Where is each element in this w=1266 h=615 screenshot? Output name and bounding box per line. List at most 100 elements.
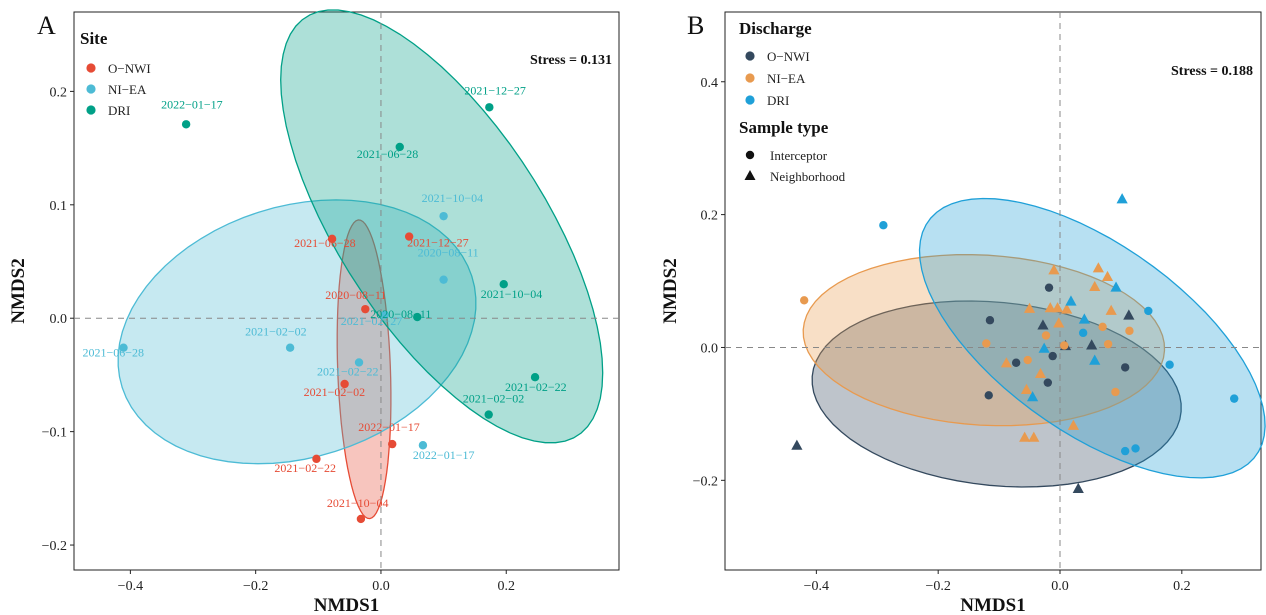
panel-a-point-label-ni-ea-7: 2022−01−17	[413, 448, 475, 462]
panel-b-point-ni-ea-3	[1023, 355, 1032, 365]
panel-a-point-label-o-nwi-5: 2022−01−17	[358, 420, 420, 434]
panel-a-point-dri-5	[413, 312, 422, 322]
panel-b-point-dri-8	[1116, 193, 1128, 204]
panel-a-xtick-label: 0.0	[372, 579, 390, 594]
panel-b-point-ni-ea-21	[1048, 264, 1060, 275]
panel-a-point-label-dri-1: 2021−12−27	[464, 83, 526, 97]
panel-b-point-o-nwi-5	[1048, 351, 1057, 361]
panel-a-ytick-label: 0.0	[50, 312, 68, 327]
panel-a: A 2021−06−28 2021−12−272020−08−112021−02−…	[8, 9, 620, 615]
panel-b-point-ni-ea-1	[799, 296, 809, 305]
panel-a-point-ni-ea-1	[439, 211, 448, 221]
panel-b-point-ni-ea-13	[1061, 303, 1073, 314]
panel-b-ellipse-dri	[918, 197, 1266, 479]
panel-b-point-o-nwi-2	[984, 391, 993, 400]
panel-a-ytick-label: 0.2	[50, 85, 68, 100]
panel-b-point-ni-ea-10	[1023, 302, 1036, 313]
panel-a-ytick-label: −0.1	[42, 426, 67, 441]
panel-a-point-ni-ea-3	[380, 310, 389, 320]
panel-b-legend-swatch-o-nwi	[745, 51, 755, 61]
panel-b-point-o-nwi-4	[1044, 283, 1054, 292]
panel-b-point-dri-6	[1131, 444, 1140, 453]
panel-a-point-ni-ea-2	[439, 275, 448, 284]
panel-b-legend-label-ni-ea: NI−EA	[767, 71, 806, 86]
panel-b-point-dri-5	[1230, 394, 1239, 403]
panel-b-point-ni-ea-7	[1103, 339, 1113, 349]
panel-b-point-ni-ea-20	[1067, 419, 1079, 430]
panel-b-stress: Stress = 0.188	[1171, 64, 1253, 79]
panel-b-point-ni-ea-9	[1111, 387, 1120, 397]
panel-b-legend-shape-interceptor	[745, 150, 755, 160]
panel-a-xtick-label: −0.2	[243, 579, 268, 594]
panel-a-ylabel: NMDS2	[8, 258, 29, 323]
panel-b-ytick-label: 0.4	[701, 76, 719, 91]
panel-b-point-ni-ea-8	[1125, 326, 1134, 336]
panel-b-xtick-label: −0.2	[925, 579, 950, 594]
panel-a-legend-swatch-dri	[86, 105, 96, 115]
panel-a-ellipse-o-nwi	[336, 219, 392, 520]
panel-a-point-label-o-nwi-2: 2021−12−27	[407, 236, 469, 250]
panel-a-point-label-dri-3: 2021−06−28	[357, 147, 419, 161]
panel-b-point-dri-9	[1065, 295, 1077, 306]
panel-b-point-ni-ea-12	[1051, 302, 1064, 313]
panel-a-legend-swatch-o-nwi	[86, 63, 96, 73]
panel-a-point-label-dri-7: 2021−02−02	[463, 392, 525, 406]
panel-b-legend-shape-neighborhood	[744, 170, 756, 180]
panel-b-point-dri-2	[1144, 306, 1153, 316]
panel-a-point-label-ni-ea-1: 2021−10−04	[422, 191, 484, 205]
panel-a-point-o-nwi-5	[388, 439, 397, 449]
panel-a-ytick-label: −0.2	[42, 539, 67, 554]
panel-a-legend: Site O−NWI NI−EA DRI	[80, 29, 151, 118]
panel-b-legend-swatch-ni-ea	[745, 73, 755, 83]
panel-a-point-label-ni-ea-4: 2021−02−02	[245, 325, 307, 339]
panel-b-point-o-nwi-7	[1120, 363, 1130, 372]
panel-b-point-dri-4	[1165, 360, 1174, 369]
panel-b-ytick-label: −0.2	[693, 474, 718, 489]
panel-b-point-dri-7	[1120, 446, 1130, 456]
panel-b-point-ni-ea-19	[1028, 431, 1040, 442]
panel-a-point-dri-1	[485, 103, 494, 112]
panel-b-point-ni-ea-23	[1101, 270, 1114, 282]
panel-b-point-ni-ea-11	[1044, 302, 1056, 313]
panel-b-point-ni-ea-15	[1000, 357, 1012, 368]
panel-a-point-label-dri-6: 2021−02−22	[505, 380, 567, 394]
panel-a-point-label-o-nwi-4: 2021−02−02	[304, 385, 366, 399]
panel-b-point-o-nwi-9	[1086, 339, 1098, 350]
panel-a-point-label-ni-ea-2: 2020−08−11	[418, 246, 479, 260]
panel-b-point-o-nwi-12	[791, 439, 803, 450]
panel-a-point-dri-2	[181, 120, 191, 129]
panel-b-shape-legend-title: Sample type	[739, 118, 829, 137]
panel-b-point-o-nwi-13	[1072, 482, 1084, 493]
panel-b-point-ni-ea-6	[1098, 322, 1107, 332]
panel-a-ytick-label: 0.1	[50, 199, 68, 214]
panel-b-legend-shape-label-interceptor: Interceptor	[770, 148, 828, 163]
panel-a-point-o-nwi-2	[404, 232, 414, 241]
panel-b-legend-swatch-dri	[745, 95, 755, 105]
panel-b-point-o-nwi-6	[1043, 378, 1053, 387]
panel-a-xtick-label: −0.4	[118, 579, 143, 594]
panel-b-point-dri-1	[879, 221, 888, 230]
panel-b-point-ni-ea-17	[1034, 367, 1047, 379]
panel-b-point-ni-ea-2	[982, 339, 991, 348]
panel-b-legend-label-dri: DRI	[767, 93, 789, 108]
panel-a-point-o-nwi-6	[312, 454, 321, 464]
panel-a-point-ni-ea-4	[285, 343, 295, 352]
panel-b-legend-shape-label-neighborhood: Neighborhood	[770, 169, 846, 184]
panel-b-point-o-nwi-11	[1123, 309, 1135, 320]
panel-b-point-dri-10	[1078, 313, 1090, 324]
panel-b-point-dri-3	[1078, 328, 1088, 338]
panel-a-legend-label-dri: DRI	[108, 103, 130, 118]
panel-b-point-o-nwi-1	[985, 316, 995, 325]
panel-a-point-dri-3	[395, 142, 404, 152]
panel-a-point-label-dri-2: 2022−01−17	[161, 97, 223, 111]
panel-a-point-ni-ea-7	[418, 441, 428, 450]
panel-a-legend-label-ni-ea: NI−EA	[108, 82, 147, 97]
panel-a-point-label-o-nwi-3: 2020−08−11	[325, 288, 386, 302]
panel-b-xtick-label: 0.0	[1051, 579, 1069, 594]
panel-a-point-label-ni-ea-6: 2021−02−22	[317, 364, 379, 378]
panel-b-point-o-nwi-8	[1037, 319, 1049, 330]
panel-a-point-dri-7	[484, 410, 493, 419]
panel-a-point-label-o-nwi-6: 2021−02−22	[274, 461, 336, 475]
panel-b-point-dri-14	[1026, 391, 1039, 402]
